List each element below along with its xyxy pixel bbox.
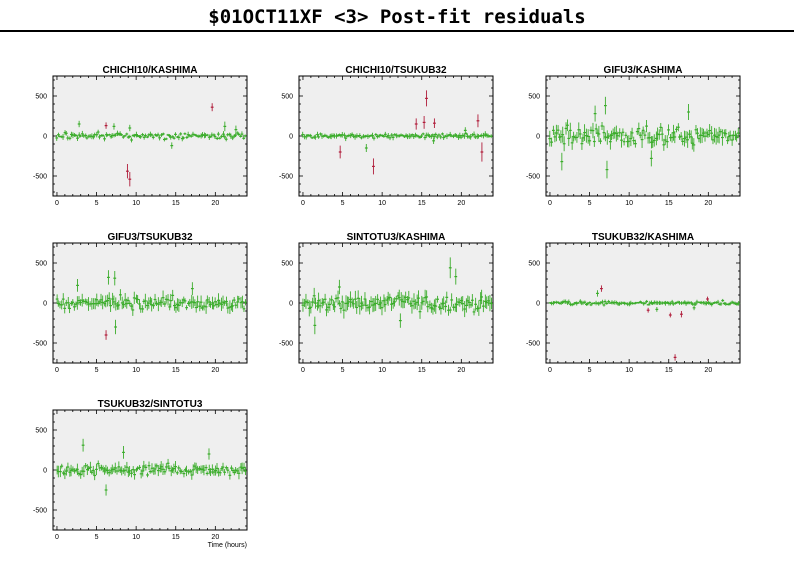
x-tick-label: 0 <box>548 200 552 207</box>
x-tick-label: 10 <box>625 200 633 207</box>
panel-title: CHICHI10/KASHIMA <box>102 65 197 76</box>
y-tick-label: 0 <box>43 301 47 308</box>
x-tick-label: 10 <box>378 367 386 374</box>
y-tick-label: -500 <box>526 341 540 348</box>
x-tick-label: 15 <box>172 367 180 374</box>
x-tick-label: 10 <box>132 200 140 207</box>
x-tick-label: 0 <box>301 200 305 207</box>
y-tick-label: -500 <box>33 174 47 181</box>
y-tick-label: 500 <box>528 94 540 101</box>
y-tick-label: 500 <box>35 94 47 101</box>
y-tick-label: -500 <box>279 174 293 181</box>
y-tick-label: 500 <box>35 261 47 268</box>
x-tick-label: 20 <box>211 534 219 541</box>
chart-panel: CHICHI10/TSUKUB32 0 5 10 15 20 -500 0 500 <box>279 65 494 207</box>
x-tick-label: 0 <box>301 367 305 374</box>
y-tick-label: -500 <box>33 508 47 515</box>
x-tick-label: 20 <box>211 200 219 207</box>
x-tick-label: 5 <box>588 200 592 207</box>
x-tick-label: 20 <box>704 200 712 207</box>
chart-panel: GIFU3/KASHIMA 0 5 10 15 20 -500 0 500 <box>526 65 741 207</box>
panel-title: TSUKUB32/SINTOTU3 <box>98 399 203 410</box>
x-tick-label: 5 <box>95 534 99 541</box>
chart-panel: TSUKUB32/SINTOTU3 0 5 10 15 20 -500 0 500 Time (h… <box>33 399 248 549</box>
x-tick-label: 0 <box>55 534 59 541</box>
chart-panel: SINTOTU3/KASHIMA 0 5 10 15 20 -500 0 500 <box>279 232 494 374</box>
x-axis-label: Time (hours) <box>208 542 247 549</box>
panel-title: CHICHI10/TSUKUB32 <box>345 65 447 76</box>
chart-panel: CHICHI10/KASHIMA 0 5 10 15 20 -500 0 500 <box>33 65 248 207</box>
y-tick-label: -500 <box>526 174 540 181</box>
y-tick-label: 0 <box>536 134 540 141</box>
y-tick-label: 500 <box>281 261 293 268</box>
y-tick-label: 0 <box>43 134 47 141</box>
x-tick-label: 0 <box>548 367 552 374</box>
y-tick-label: -500 <box>33 341 47 348</box>
y-tick-label: 0 <box>43 468 47 475</box>
x-tick-label: 20 <box>211 367 219 374</box>
panel-title: GIFU3/KASHIMA <box>604 65 683 76</box>
panel-title: SINTOTU3/KASHIMA <box>347 232 446 243</box>
x-tick-label: 5 <box>95 367 99 374</box>
y-tick-label: 500 <box>35 428 47 435</box>
y-tick-label: 0 <box>289 134 293 141</box>
page-title: $01OCT11XF <3> Post-fit residuals <box>208 6 586 28</box>
x-tick-label: 5 <box>341 367 345 374</box>
x-tick-label: 15 <box>172 200 180 207</box>
y-tick-label: 0 <box>536 301 540 308</box>
x-tick-label: 15 <box>665 200 673 207</box>
x-tick-label: 0 <box>55 367 59 374</box>
y-tick-label: 500 <box>528 261 540 268</box>
x-tick-label: 10 <box>625 367 633 374</box>
panel-title: GIFU3/TSUKUB32 <box>107 232 192 243</box>
x-tick-label: 5 <box>588 367 592 374</box>
panel-title: TSUKUB32/KASHIMA <box>592 232 694 243</box>
x-tick-label: 20 <box>704 367 712 374</box>
x-tick-label: 10 <box>378 200 386 207</box>
x-tick-label: 5 <box>95 200 99 207</box>
x-tick-label: 15 <box>665 367 673 374</box>
x-tick-label: 5 <box>341 200 345 207</box>
x-tick-label: 20 <box>457 200 465 207</box>
chart-panel: GIFU3/TSUKUB32 0 5 10 15 20 -500 0 500 <box>33 232 248 374</box>
x-tick-label: 10 <box>132 534 140 541</box>
y-tick-label: 500 <box>281 94 293 101</box>
title-divider <box>0 30 794 32</box>
y-tick-label: 0 <box>289 301 293 308</box>
x-tick-label: 0 <box>55 200 59 207</box>
chart-panel: TSUKUB32/KASHIMA 0 5 10 15 20 -500 0 500 <box>526 232 741 374</box>
x-tick-label: 15 <box>172 534 180 541</box>
x-tick-label: 10 <box>132 367 140 374</box>
x-tick-label: 15 <box>418 367 426 374</box>
x-tick-label: 20 <box>457 367 465 374</box>
x-tick-label: 15 <box>418 200 426 207</box>
y-tick-label: -500 <box>279 341 293 348</box>
